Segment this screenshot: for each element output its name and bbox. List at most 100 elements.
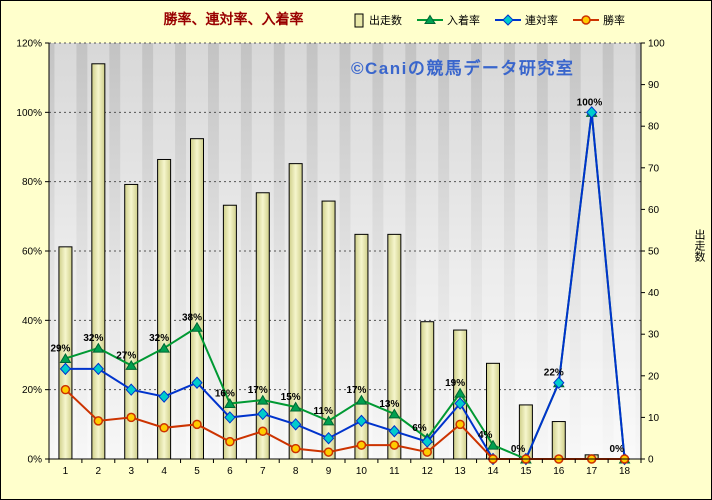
left-tick-label: 80% <box>22 177 42 188</box>
legend-label-win-rate: 勝率 <box>603 15 625 27</box>
marker-quinella-rate <box>158 390 170 403</box>
marker-placing-rate <box>224 398 236 409</box>
data-label: 6% <box>412 423 427 434</box>
marker-placing-rate <box>355 394 368 405</box>
marker-quinella-rate <box>92 362 105 376</box>
bar-starts <box>157 158 172 460</box>
marker-quinella-rate <box>388 425 401 438</box>
legend-item-placing-rate: 入着率 <box>417 12 480 28</box>
data-label: 22% <box>544 368 564 379</box>
data-label: 0% <box>511 444 526 455</box>
data-label: 100% <box>577 97 603 108</box>
chart-title: 勝率、連対率、入着率 <box>163 11 304 27</box>
legend-label-placing-rate: 入着率 <box>447 15 480 27</box>
x-category-label: 16 <box>553 466 565 477</box>
bar-starts <box>190 138 204 460</box>
legend-item-starts: 出走数 <box>353 12 402 28</box>
marker-win-rate <box>422 447 432 457</box>
marker-win-rate <box>126 412 136 423</box>
marker-quinella-rate <box>355 414 368 428</box>
right-tick-label: 80 <box>648 122 660 133</box>
marker-quinella-rate <box>553 376 565 389</box>
marker-quinella-rate <box>322 431 335 445</box>
left-tick-label: 120% <box>16 39 42 50</box>
marker-quinella-rate <box>585 106 598 119</box>
marker-win-rate <box>356 440 367 450</box>
x-category-label: 9 <box>326 466 332 477</box>
marker-quinella-rate <box>59 362 72 376</box>
left-tick-label: 100% <box>16 108 42 119</box>
data-label: 13% <box>379 399 399 410</box>
legend-label-quinella-rate: 連対率 <box>525 15 558 27</box>
data-label: 19% <box>445 378 465 389</box>
left-tick-label: 20% <box>22 385 42 396</box>
marker-quinella-rate <box>454 397 466 410</box>
right-axis-title: 出走数 <box>693 229 705 262</box>
right-tick-label: 30 <box>648 330 660 341</box>
data-label: 15% <box>281 392 301 403</box>
data-label: 16% <box>215 389 235 400</box>
marker-win-rate <box>93 416 104 426</box>
bar-swatch-icon <box>354 13 364 27</box>
x-category-label: 1 <box>63 466 69 477</box>
right-tick-label: 90 <box>648 80 660 91</box>
left-tick-label: 40% <box>22 316 42 327</box>
data-label: 32% <box>149 333 169 344</box>
marker-placing-rate <box>59 352 72 363</box>
right-tick-label: 100 <box>648 39 665 50</box>
x-category-label: 11 <box>389 466 400 477</box>
bar-starts <box>551 421 566 460</box>
x-category-label: 14 <box>487 466 499 477</box>
marker-quinella-rate <box>224 411 236 424</box>
legend: 出走数 入着率 連対率 勝率 <box>353 12 625 28</box>
legend-label-starts: 出走数 <box>369 15 402 27</box>
marker-quinella-rate <box>289 418 302 431</box>
left-tick-label: 0% <box>28 455 43 466</box>
marker-placing-rate <box>487 439 499 450</box>
marker-win-rate <box>60 384 71 395</box>
right-tick-label: 70 <box>648 163 660 174</box>
x-category-label: 7 <box>260 466 266 477</box>
marker-placing-rate <box>191 321 203 332</box>
marker-win-rate <box>225 436 235 447</box>
marker-placing-rate <box>125 359 138 370</box>
x-category-label: 15 <box>520 466 532 477</box>
bar-starts <box>91 63 106 460</box>
line-quinella-rate <box>65 112 626 460</box>
x-category-label: 17 <box>586 466 598 477</box>
marker-placing-rate <box>388 408 401 419</box>
x-category-label: 4 <box>161 466 167 477</box>
category-stripe <box>482 43 504 459</box>
marker-win-rate <box>192 419 202 430</box>
data-label: 29% <box>50 343 70 354</box>
legend-item-win-rate: 勝率 <box>573 12 625 28</box>
x-category-label: 5 <box>194 466 200 477</box>
marker-quinella-rate <box>191 376 203 389</box>
data-label: 17% <box>248 385 268 396</box>
watermark: ©Caniの競馬データ研究室 <box>351 59 575 78</box>
circle-swatch-icon <box>573 15 599 25</box>
marker-quinella-rate <box>125 383 137 396</box>
x-category-label: 10 <box>356 466 368 477</box>
data-label: 0% <box>610 444 625 455</box>
diamond-swatch-icon <box>495 14 521 26</box>
marker-win-rate <box>290 443 301 454</box>
marker-placing-rate <box>289 401 302 412</box>
bar-starts <box>288 163 303 460</box>
category-stripe <box>547 43 570 459</box>
marker-placing-rate <box>256 394 269 405</box>
data-label: 38% <box>182 312 202 323</box>
x-category-label: 2 <box>96 466 102 477</box>
x-category-label: 8 <box>293 466 299 477</box>
left-tick-label: 60% <box>22 247 42 258</box>
data-label: 11% <box>314 406 334 417</box>
legend-item-quinella-rate: 連対率 <box>495 12 558 28</box>
marker-quinella-rate <box>421 435 433 448</box>
data-label: 4% <box>478 430 493 441</box>
data-label: 17% <box>346 385 366 396</box>
x-category-label: 6 <box>227 466 233 477</box>
x-category-label: 3 <box>128 466 134 477</box>
marker-win-rate <box>455 419 465 430</box>
x-category-label: 18 <box>619 466 631 477</box>
